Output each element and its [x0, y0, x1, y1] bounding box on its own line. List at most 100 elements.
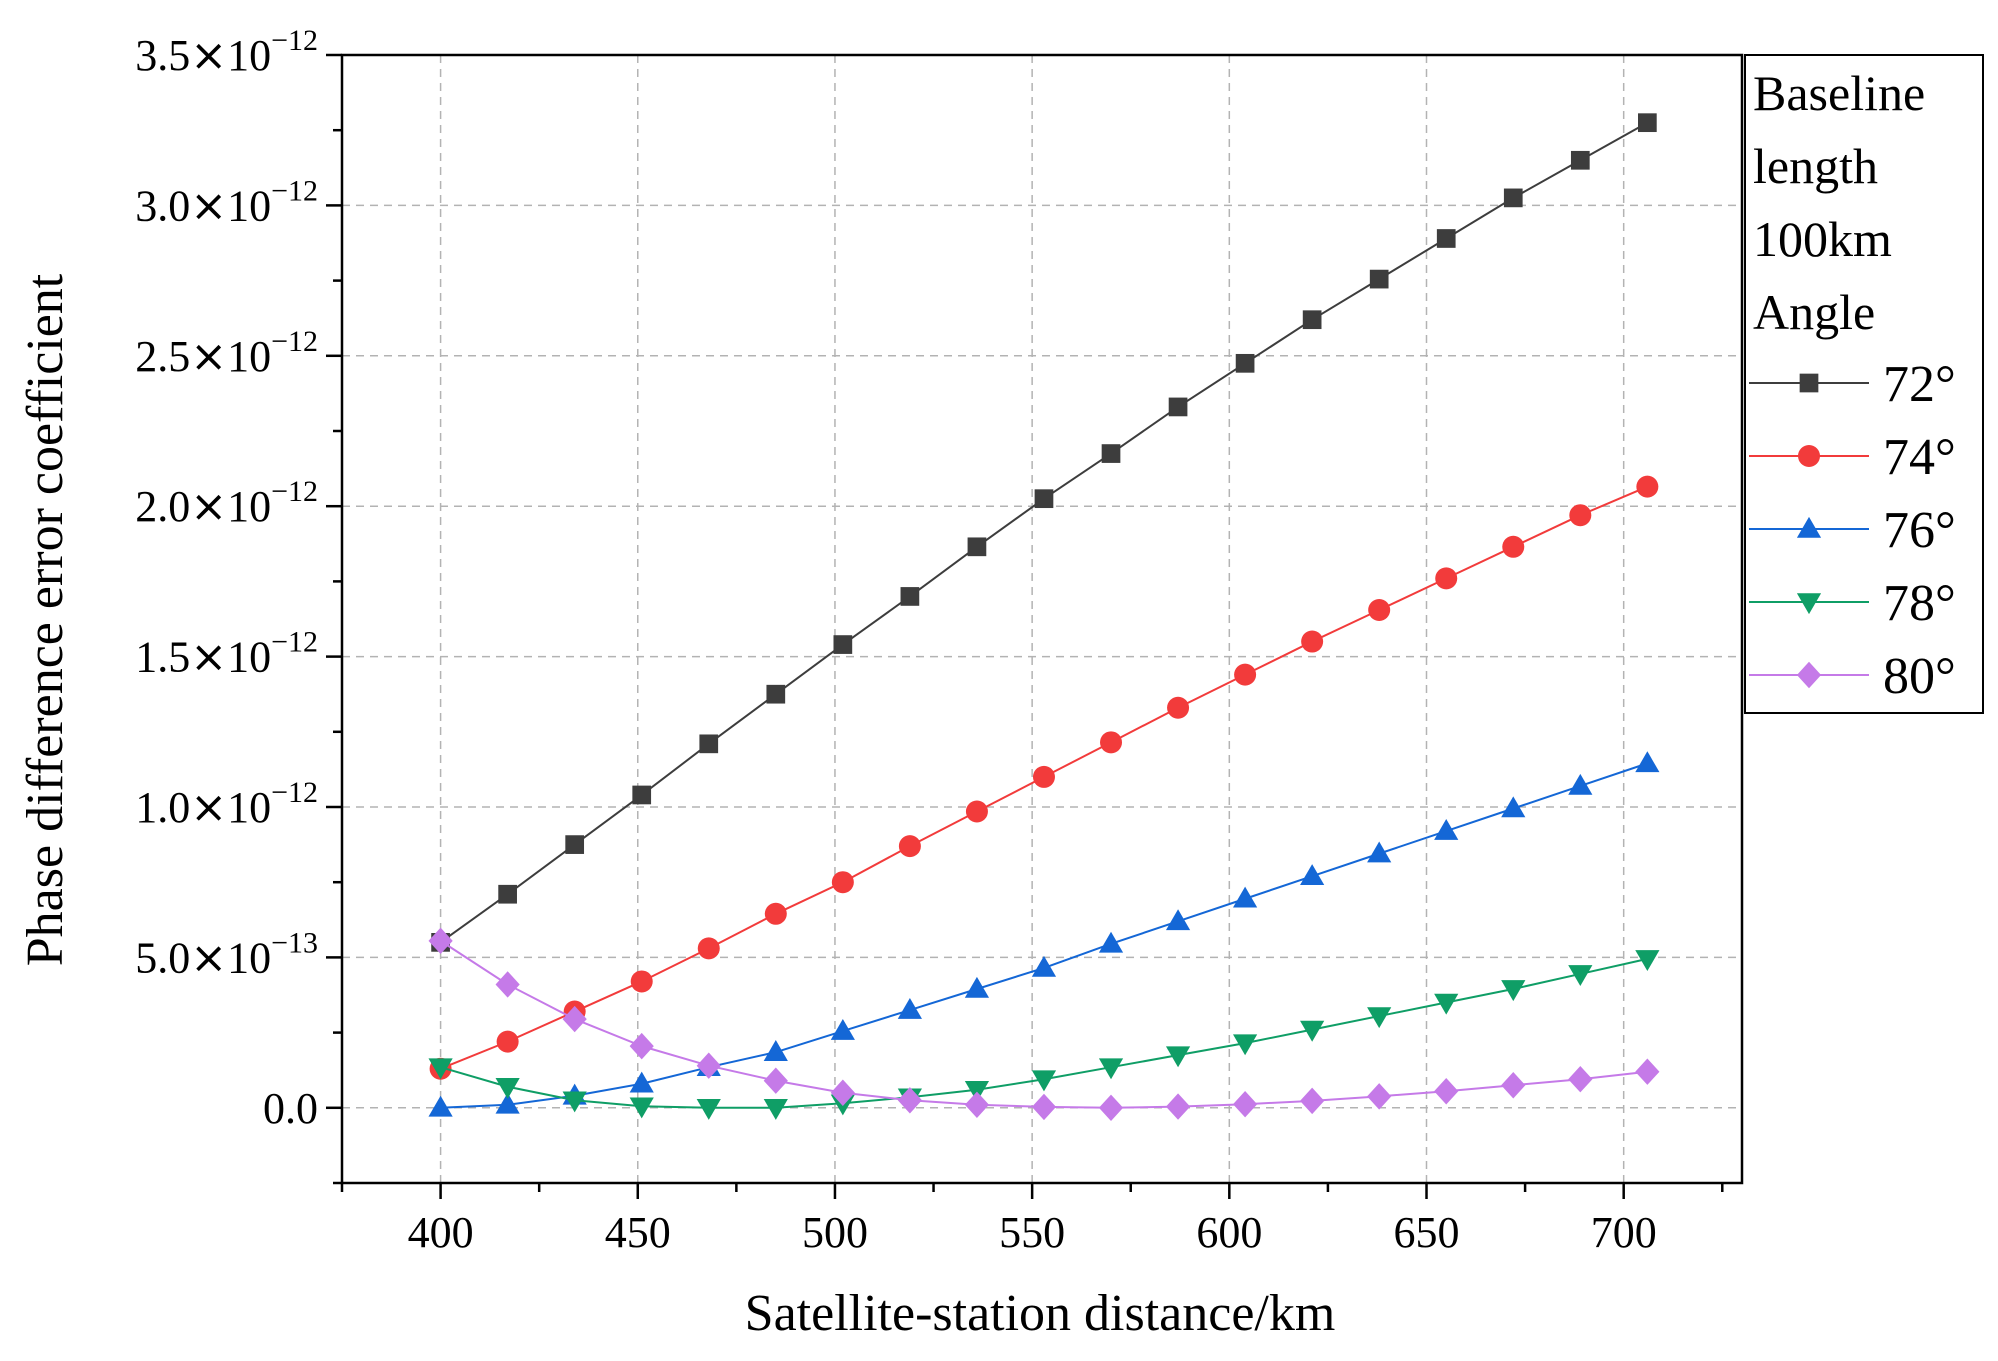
y-tick-label: 2.0×10−12	[135, 475, 318, 532]
data-point	[1434, 1078, 1459, 1105]
legend-label: 76°	[1883, 502, 1956, 559]
plot-border	[340, 53, 1744, 1185]
data-point	[495, 971, 520, 998]
data-point	[495, 1092, 520, 1114]
legend-entry: 74°	[1749, 429, 1956, 486]
data-point	[1635, 751, 1660, 773]
x-tick-label: 700	[1591, 1208, 1657, 1257]
data-point	[763, 1067, 788, 1094]
legend-entry: 78°	[1749, 575, 1956, 632]
data-point	[830, 1018, 855, 1040]
data-point	[964, 1091, 990, 1118]
data-point	[629, 1032, 654, 1060]
data-point	[428, 1095, 453, 1117]
data-point	[1501, 1072, 1526, 1099]
data-point	[1302, 310, 1322, 330]
legend-marker	[1798, 445, 1820, 467]
data-point	[1568, 773, 1593, 795]
data-point	[1235, 353, 1255, 373]
legend-title-line: Angle	[1753, 284, 1875, 340]
series-line	[440, 121, 1648, 944]
y-tick-label: 3.0×10−12	[135, 174, 318, 231]
x-tick-label: 600	[1196, 1208, 1262, 1257]
legend-entry: 72°	[1749, 356, 1956, 413]
data-point	[1568, 1066, 1593, 1093]
y-tick-label: 5.0×10−13	[135, 926, 318, 983]
x-tick-label: 550	[999, 1208, 1065, 1257]
data-point	[764, 902, 787, 925]
series-72°	[431, 113, 1657, 952]
data-point	[1300, 1020, 1325, 1042]
data-point	[1300, 1087, 1325, 1115]
legend-label: 80°	[1883, 648, 1956, 705]
legend-title-line: Baseline	[1753, 65, 1925, 121]
data-point	[1367, 1007, 1392, 1029]
data-point	[897, 1087, 922, 1114]
y-axis-title: Phase difference error coefficient	[17, 273, 74, 966]
data-point	[1635, 950, 1660, 972]
data-point	[1568, 965, 1593, 987]
series-80°	[428, 927, 1660, 1121]
data-point	[1434, 993, 1459, 1015]
data-point	[632, 785, 652, 805]
data-point	[565, 835, 585, 854]
y-tick-label: 0.0	[263, 1084, 318, 1133]
data-point	[697, 937, 720, 960]
data-point	[833, 635, 853, 654]
data-point	[1032, 765, 1055, 788]
data-point	[1501, 796, 1526, 818]
data-point	[498, 884, 517, 904]
series-layer	[428, 113, 1660, 1121]
series-line	[440, 762, 1648, 1109]
data-point	[629, 1097, 654, 1119]
data-point	[898, 835, 921, 858]
legend-entry: 80°	[1749, 648, 1956, 705]
data-point	[1031, 955, 1057, 977]
legend-label: 72°	[1883, 356, 1956, 413]
data-point	[1165, 909, 1191, 931]
data-point	[1098, 931, 1124, 953]
data-point	[830, 1079, 855, 1106]
data-point	[1234, 663, 1257, 686]
data-point	[428, 1058, 453, 1080]
data-point	[1436, 229, 1456, 248]
data-point	[1100, 731, 1123, 754]
data-point	[1434, 818, 1459, 840]
data-point	[629, 1071, 654, 1093]
data-point	[965, 800, 988, 823]
data-point	[1232, 886, 1258, 908]
data-point	[1503, 188, 1523, 208]
legend-title-line: length	[1753, 138, 1878, 194]
legend-entry: 76°	[1749, 502, 1956, 559]
axes: 400 450 500 550 600 650 700 0.0 5.0×10−13 1.0×10−…	[135, 24, 1724, 1257]
data-point	[1502, 535, 1525, 558]
data-point	[763, 1099, 788, 1120]
data-point	[1635, 1058, 1660, 1085]
data-point	[1165, 1046, 1191, 1068]
data-point	[495, 1077, 520, 1099]
data-point	[1569, 504, 1592, 527]
data-point	[900, 587, 920, 606]
x-axis-title: Satellite-station distance/km	[745, 1285, 1336, 1342]
data-point	[763, 1040, 788, 1061]
data-point	[699, 734, 719, 754]
data-point	[1031, 1093, 1057, 1121]
data-point	[964, 1080, 990, 1102]
legend-label: 78°	[1883, 575, 1956, 632]
data-point	[1435, 567, 1458, 590]
data-point	[562, 1091, 587, 1113]
data-point	[897, 997, 922, 1019]
y-tick-label: 1.0×10−12	[135, 776, 318, 833]
series-76°	[428, 751, 1660, 1117]
x-tick-label: 650	[1394, 1208, 1460, 1257]
data-point	[1368, 598, 1391, 621]
legend-marker	[1796, 661, 1822, 689]
y-tick-label: 3.5×10−12	[135, 24, 318, 81]
legend-label: 74°	[1883, 429, 1956, 486]
data-point	[1501, 980, 1526, 1002]
data-point	[1232, 1090, 1258, 1118]
data-point	[964, 976, 990, 998]
legend-marker	[1799, 373, 1819, 393]
